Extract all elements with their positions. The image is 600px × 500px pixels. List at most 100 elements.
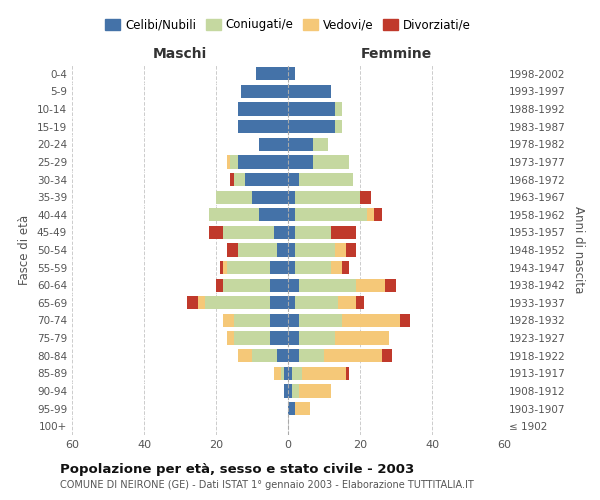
Bar	[331, 226, 356, 239]
Bar	[238, 244, 277, 256]
Bar	[299, 173, 353, 186]
Bar	[288, 278, 299, 292]
Bar	[324, 349, 382, 362]
Bar	[346, 366, 349, 380]
Bar	[209, 226, 223, 239]
Bar	[342, 314, 400, 327]
Bar	[216, 278, 223, 292]
Bar	[245, 173, 288, 186]
Bar	[227, 332, 234, 344]
Bar	[252, 349, 277, 362]
Bar	[299, 384, 331, 398]
Bar	[356, 296, 364, 310]
Bar	[288, 226, 295, 239]
Bar	[295, 244, 335, 256]
Bar	[374, 208, 382, 222]
Bar	[295, 190, 360, 204]
Bar	[295, 261, 331, 274]
Text: Femmine: Femmine	[361, 48, 431, 62]
Bar	[238, 349, 252, 362]
Bar	[385, 278, 396, 292]
Bar	[313, 156, 349, 168]
Bar	[342, 261, 349, 274]
Bar	[227, 244, 238, 256]
Bar	[205, 296, 270, 310]
Bar	[400, 314, 410, 327]
Bar	[288, 314, 299, 327]
Bar	[277, 349, 288, 362]
Bar	[295, 208, 367, 222]
Bar	[335, 102, 342, 116]
Bar	[270, 332, 288, 344]
Bar	[259, 208, 288, 222]
Bar	[270, 278, 288, 292]
Bar	[270, 314, 288, 327]
Bar	[238, 102, 288, 116]
Legend: Celibi/Nubili, Coniugati/e, Vedovi/e, Divorziati/e: Celibi/Nubili, Coniugati/e, Vedovi/e, Di…	[100, 14, 476, 36]
Bar	[367, 208, 374, 222]
Bar	[299, 314, 342, 327]
Bar	[288, 85, 331, 98]
Bar	[238, 156, 288, 168]
Bar	[284, 366, 288, 380]
Bar	[252, 190, 288, 204]
Bar	[270, 261, 288, 274]
Bar	[288, 67, 295, 80]
Bar	[223, 314, 234, 327]
Bar	[234, 332, 270, 344]
Bar	[288, 190, 295, 204]
Bar	[299, 332, 335, 344]
Bar	[288, 332, 299, 344]
Bar	[220, 261, 223, 274]
Bar	[288, 173, 299, 186]
Bar	[288, 138, 313, 151]
Bar	[331, 261, 342, 274]
Bar	[292, 366, 302, 380]
Bar	[288, 156, 313, 168]
Bar	[230, 156, 238, 168]
Bar	[223, 226, 274, 239]
Bar	[223, 278, 270, 292]
Bar	[238, 120, 288, 134]
Bar	[299, 278, 356, 292]
Bar	[382, 349, 392, 362]
Bar	[270, 296, 288, 310]
Text: Maschi: Maschi	[153, 48, 207, 62]
Bar	[292, 384, 299, 398]
Bar	[338, 296, 356, 310]
Bar	[346, 244, 356, 256]
Bar	[302, 366, 346, 380]
Bar	[335, 332, 389, 344]
Bar	[288, 102, 335, 116]
Bar	[198, 296, 205, 310]
Bar	[288, 296, 295, 310]
Bar	[274, 366, 281, 380]
Bar	[274, 226, 288, 239]
Bar	[288, 261, 295, 274]
Bar	[227, 156, 230, 168]
Bar	[288, 244, 295, 256]
Bar	[216, 190, 252, 204]
Bar	[256, 67, 288, 80]
Bar	[277, 244, 288, 256]
Bar	[234, 173, 245, 186]
Bar	[295, 402, 310, 415]
Bar	[288, 208, 295, 222]
Bar	[187, 296, 198, 310]
Bar	[288, 402, 295, 415]
Bar	[241, 85, 288, 98]
Bar	[295, 296, 338, 310]
Bar	[223, 261, 227, 274]
Bar	[295, 226, 331, 239]
Bar	[335, 244, 346, 256]
Bar	[259, 138, 288, 151]
Bar	[230, 173, 234, 186]
Text: Popolazione per età, sesso e stato civile - 2003: Popolazione per età, sesso e stato civil…	[60, 462, 414, 475]
Bar	[288, 349, 299, 362]
Y-axis label: Fasce di età: Fasce di età	[19, 215, 31, 285]
Bar	[313, 138, 328, 151]
Bar	[284, 384, 288, 398]
Bar	[281, 366, 284, 380]
Bar	[234, 314, 270, 327]
Bar	[209, 208, 259, 222]
